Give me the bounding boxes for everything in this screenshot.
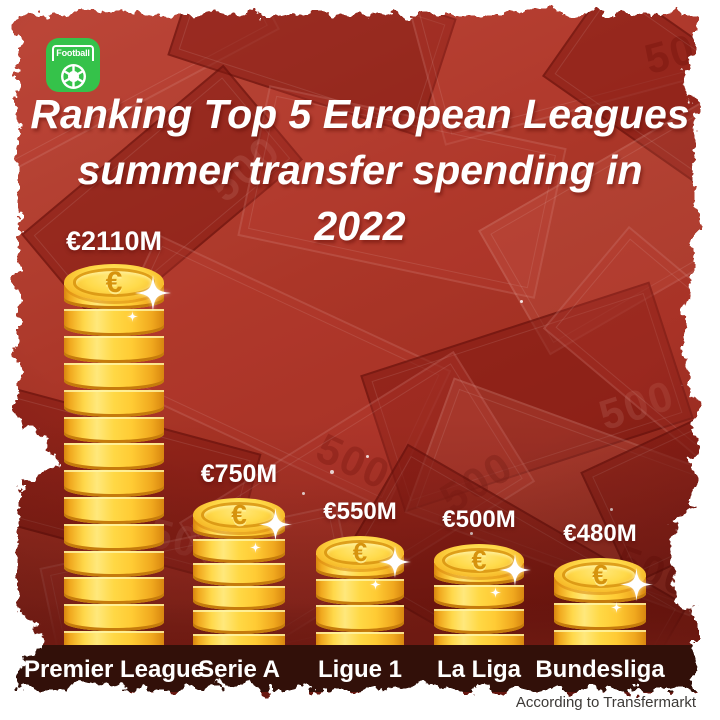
goal-frame-icon: Football xyxy=(52,45,94,61)
sparkle-dot-icon xyxy=(127,309,138,327)
league-label-ligue-1: Ligue 1 xyxy=(317,656,403,683)
league-label-serie-a: Serie A xyxy=(198,656,280,683)
coin-layer xyxy=(64,577,164,605)
coin-layer xyxy=(64,443,164,471)
coin-layer xyxy=(64,416,164,444)
title-line-2: summer transfer spending in 2022 xyxy=(77,147,643,249)
coin-layer xyxy=(64,470,164,497)
sparkle-dot-icon xyxy=(370,577,381,595)
title-line-1: Ranking Top 5 European Leagues xyxy=(30,91,690,137)
sparkle-icon xyxy=(499,554,531,591)
coin-layer xyxy=(64,362,164,390)
coin-layer xyxy=(193,562,285,587)
coin-layer xyxy=(64,550,164,578)
badge-label: Football xyxy=(56,48,90,58)
sparkle-icon xyxy=(135,275,171,316)
coin-layer xyxy=(193,586,285,611)
football-app-badge: Football xyxy=(46,38,100,92)
sparkle-icon xyxy=(259,508,292,546)
coin-stack-premier-league: €2110M € xyxy=(64,226,171,659)
coin-layer xyxy=(64,336,164,363)
sparkle-icon xyxy=(620,568,653,606)
league-label-bundesliga: Bundesliga xyxy=(535,656,665,683)
league-label-la-liga: La Liga xyxy=(436,656,522,683)
poster-title: Ranking Top 5 European Leagues summer tr… xyxy=(28,86,692,254)
coin-stack-serie-a: €750M € xyxy=(193,460,292,658)
coin-layer xyxy=(554,602,646,631)
coin-layer xyxy=(64,604,164,632)
coin-layer xyxy=(316,605,404,632)
coin-body xyxy=(64,282,164,659)
coin-stack-la-liga: €500M € xyxy=(434,506,531,658)
sparkle-icon xyxy=(379,546,411,583)
coin-layer xyxy=(64,497,164,524)
sparkle-dot-icon xyxy=(611,600,622,618)
sparkle-dot-icon xyxy=(490,585,501,603)
soccer-ball-icon xyxy=(60,64,86,89)
coin-layer xyxy=(64,523,164,551)
coin-layer xyxy=(64,389,164,417)
coin-layer xyxy=(434,609,524,634)
sparkle-dot-icon xyxy=(250,540,261,558)
value-label-serie-a: €750M xyxy=(200,460,278,488)
coin-layer xyxy=(193,610,285,635)
value-label-ligue-1: €550M xyxy=(323,498,397,525)
coin-stack-ligue-1: €550M € xyxy=(316,498,411,658)
value-label-bundesliga: €480M xyxy=(563,520,637,547)
source-attribution: According to Transfermarkt xyxy=(515,694,696,711)
league-label-premier-league: Premier League xyxy=(23,656,205,683)
coin-stack-bundesliga: €480M € xyxy=(554,520,653,658)
value-label-la-liga: €500M xyxy=(442,506,516,533)
league-strip: Premier League Serie A Ligue 1 La Liga Bunde… xyxy=(0,645,720,692)
